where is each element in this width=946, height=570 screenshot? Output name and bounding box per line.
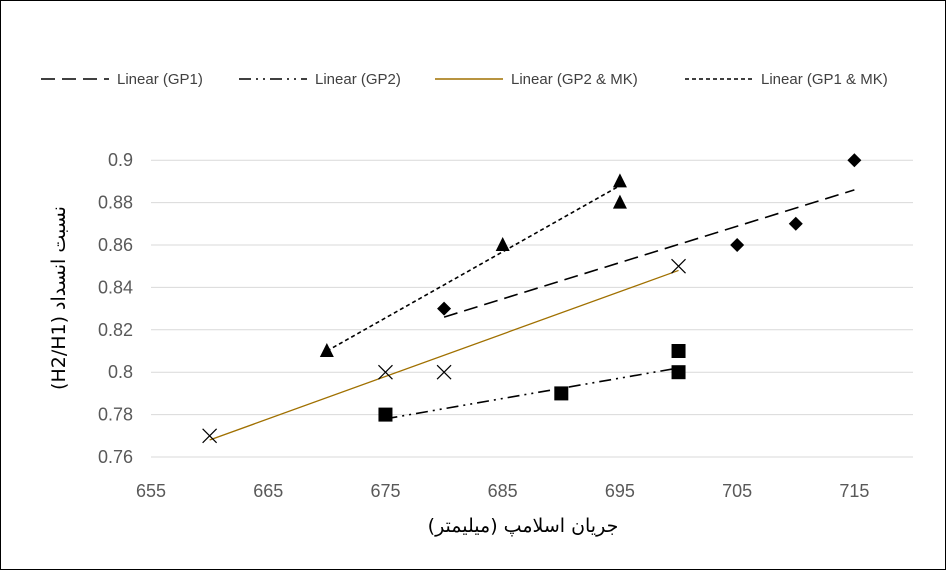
- x-tick-label: 685: [488, 481, 518, 501]
- y-tick-label: 0.8: [108, 362, 133, 382]
- legend-label: Linear (GP1 & MK): [761, 71, 888, 88]
- trendline: [326, 184, 621, 352]
- x-point: [671, 258, 686, 274]
- legend-label: Linear (GP2): [315, 71, 401, 88]
- x-tick-label: 675: [370, 481, 400, 501]
- diamond-point: [730, 238, 745, 252]
- y-tick-label: 0.9: [108, 150, 133, 170]
- trendline: [209, 269, 679, 441]
- diamond-point: [437, 301, 452, 316]
- x-tick-label: 695: [605, 481, 635, 501]
- y-tick-label: 0.82: [98, 320, 133, 340]
- square-point: [554, 386, 569, 401]
- y-tick-label: 0.76: [98, 447, 133, 467]
- x-tick-label: 715: [839, 481, 869, 501]
- y-axis-title: نسبت انسداد (H2/H1): [48, 206, 70, 390]
- x-tick-label: 655: [136, 481, 166, 501]
- x-axis-title: جریان اسلامپ (میلیمتر): [428, 515, 619, 537]
- data-points: [202, 153, 862, 444]
- legend-label: Linear (GP1): [117, 71, 203, 88]
- legend-label: Linear (GP2 & MK): [511, 71, 638, 88]
- square-point: [671, 344, 686, 358]
- square-point: [378, 407, 393, 422]
- y-tick-label: 0.86: [98, 235, 133, 255]
- triangle-point: [495, 237, 510, 251]
- diamond-point: [847, 153, 862, 168]
- triangle-point: [319, 343, 334, 357]
- triangle-point: [612, 173, 627, 188]
- y-tick-label: 0.88: [98, 193, 133, 213]
- x-point: [378, 364, 393, 380]
- x-tick-label: 705: [722, 481, 752, 501]
- triangle-point: [612, 194, 627, 209]
- x-point: [202, 428, 218, 444]
- x-tick-label: 665: [253, 481, 283, 501]
- tick-labels: 0.76 0.78 0.8 0.82 0.84 0.86 0.88 0.9 655 665 675 6…: [98, 150, 869, 501]
- legend: Linear (GP1) Linear (GP2) Linear (GP2 & MK…: [41, 71, 888, 88]
- gridlines: [151, 159, 913, 458]
- x-point: [436, 364, 452, 380]
- diamond-point: [788, 216, 803, 231]
- square-point: [671, 365, 686, 380]
- trendlines: [209, 184, 855, 441]
- trendline: [385, 367, 679, 420]
- y-tick-label: 0.78: [98, 405, 133, 425]
- trendline: [443, 189, 855, 318]
- y-tick-label: 0.84: [98, 277, 133, 297]
